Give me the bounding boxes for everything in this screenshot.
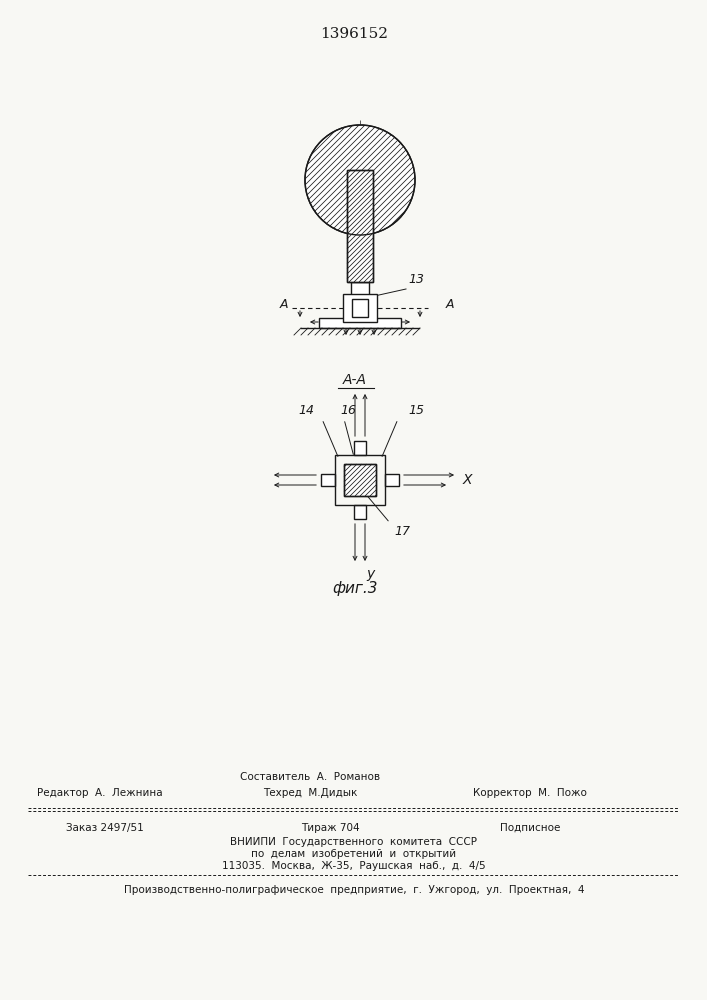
Text: 14: 14 bbox=[298, 404, 314, 417]
Bar bbox=[347, 170, 373, 282]
Text: Подписное: Подписное bbox=[500, 823, 560, 833]
Text: 17: 17 bbox=[394, 525, 410, 538]
Text: y: y bbox=[366, 567, 374, 581]
Text: Производственно-полиграфическое  предприятие,  г.  Ужгород,  ул.  Проектная,  4: Производственно-полиграфическое предприя… bbox=[124, 885, 584, 895]
Text: 15: 15 bbox=[408, 404, 424, 417]
Text: 1396152: 1396152 bbox=[320, 27, 388, 41]
Ellipse shape bbox=[305, 125, 415, 235]
Bar bbox=[343, 294, 377, 322]
Bar bbox=[347, 170, 373, 282]
Text: 16: 16 bbox=[340, 404, 356, 417]
Text: Составитель  А.  Романов: Составитель А. Романов bbox=[240, 772, 380, 782]
Text: A-A: A-A bbox=[343, 373, 367, 387]
Text: A: A bbox=[446, 298, 455, 312]
Bar bbox=[344, 464, 376, 496]
Bar bbox=[352, 299, 368, 317]
Text: ВНИИПИ  Государственного  комитета  СССР: ВНИИПИ Государственного комитета СССР bbox=[230, 837, 477, 847]
Bar bbox=[319, 318, 401, 328]
Text: Корректор  М.  Пожо: Корректор М. Пожо bbox=[473, 788, 587, 798]
Bar bbox=[351, 282, 369, 320]
Bar bbox=[385, 474, 399, 486]
Text: X: X bbox=[463, 473, 472, 487]
Text: 13: 13 bbox=[408, 273, 424, 286]
Text: фиг.3: фиг.3 bbox=[332, 581, 378, 596]
Bar bbox=[321, 474, 335, 486]
Text: Техред  М.Дидык: Техред М.Дидык bbox=[263, 788, 357, 798]
Text: 113035.  Москва,  Ж-35,  Раушская  наб.,  д.  4/5: 113035. Москва, Ж-35, Раушская наб., д. … bbox=[222, 861, 486, 871]
Text: по  делам  изобретений  и  открытий: по делам изобретений и открытий bbox=[252, 849, 457, 859]
Text: Заказ 2497/51: Заказ 2497/51 bbox=[66, 823, 144, 833]
Text: A: A bbox=[279, 298, 288, 312]
Bar bbox=[335, 455, 385, 505]
Bar bbox=[344, 464, 376, 496]
Bar bbox=[354, 441, 366, 455]
Text: Тираж 704: Тираж 704 bbox=[300, 823, 359, 833]
Bar bbox=[354, 505, 366, 519]
Text: Редактор  А.  Лежнина: Редактор А. Лежнина bbox=[37, 788, 163, 798]
